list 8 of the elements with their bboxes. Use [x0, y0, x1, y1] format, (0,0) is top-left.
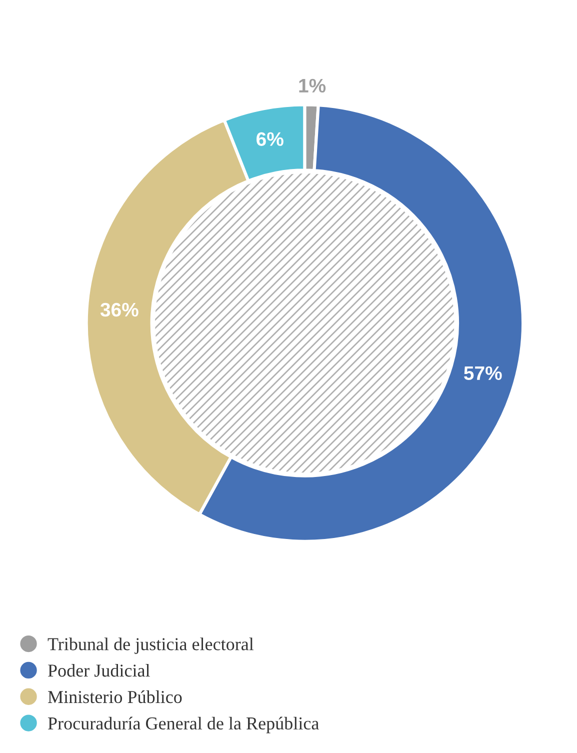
legend-label: Procuraduría General de la República [48, 716, 319, 734]
data-label: 6% [256, 132, 284, 146]
data-label: 36% [100, 302, 138, 317]
data-label: 1% [299, 78, 326, 93]
legend-label: Tribunal de justicia electoral [48, 638, 254, 654]
data-label: 57% [464, 366, 502, 380]
legend-label: Ministerio Público [48, 690, 182, 704]
legend-label: Poder Judicial [48, 664, 150, 677]
